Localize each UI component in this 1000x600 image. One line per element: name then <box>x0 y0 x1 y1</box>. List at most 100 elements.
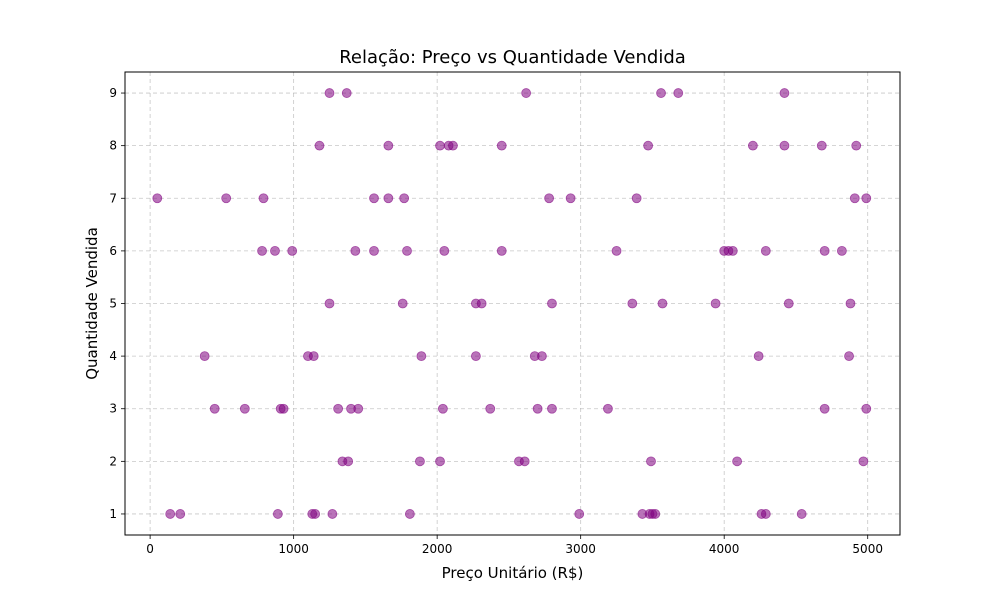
data-point <box>851 140 862 151</box>
data-point <box>819 245 830 256</box>
x-tick-label: 5000 <box>852 542 883 556</box>
data-point <box>258 193 269 204</box>
data-point <box>471 351 481 362</box>
data-point <box>399 193 410 204</box>
data-point <box>353 403 364 414</box>
y-tick-label: 9 <box>109 86 117 100</box>
data-point <box>836 245 847 256</box>
y-tick-label: 2 <box>109 454 117 468</box>
ticks-layer: 0 1000 2000 3000 4000 5000 1 2 3 4 5 6 7 8 9 <box>109 86 883 556</box>
data-point <box>383 193 394 204</box>
data-point <box>448 140 458 151</box>
data-point <box>650 509 661 519</box>
data-point <box>272 509 283 519</box>
data-point <box>532 403 543 414</box>
y-tick-label: 4 <box>109 349 117 363</box>
data-point <box>657 298 668 309</box>
data-point <box>710 298 721 309</box>
data-point <box>844 351 854 362</box>
x-tick-label: 1000 <box>278 542 309 556</box>
data-point <box>404 509 415 519</box>
data-point <box>383 140 394 151</box>
y-tick-label: 6 <box>109 244 117 258</box>
data-point <box>796 509 807 519</box>
data-point <box>496 245 507 256</box>
data-point <box>369 193 379 204</box>
y-tick-label: 3 <box>109 402 117 416</box>
data-point <box>732 456 743 467</box>
data-point <box>221 193 232 204</box>
y-tick-label: 8 <box>109 139 117 153</box>
data-point <box>646 456 656 467</box>
data-point <box>327 509 338 519</box>
data-point <box>199 351 210 362</box>
points-layer <box>152 88 872 519</box>
data-point <box>861 193 872 204</box>
data-point <box>783 298 794 309</box>
chart-title: Relação: Preço vs Quantidade Vendida <box>339 47 686 68</box>
data-point <box>324 298 335 309</box>
data-point <box>333 403 344 414</box>
data-point <box>819 403 830 414</box>
data-point <box>849 193 860 204</box>
data-point <box>350 245 361 256</box>
data-point <box>861 403 872 414</box>
y-axis-label: Quantidade Vendida <box>83 227 101 380</box>
data-point <box>343 456 354 467</box>
data-point <box>845 298 856 309</box>
data-point <box>565 193 576 204</box>
data-point <box>270 245 280 256</box>
x-tick-label: 2000 <box>422 542 453 556</box>
y-tick-label: 1 <box>109 507 117 521</box>
data-point <box>402 245 412 256</box>
data-point <box>415 456 425 467</box>
data-point <box>287 245 298 256</box>
data-point <box>439 245 450 256</box>
data-point <box>416 351 427 362</box>
data-point <box>611 245 622 256</box>
data-point <box>537 351 547 362</box>
data-point <box>760 509 771 519</box>
data-point <box>278 403 289 414</box>
data-point <box>165 509 176 519</box>
data-point <box>397 298 408 309</box>
data-point <box>324 88 335 98</box>
x-tick-label: 3000 <box>565 542 596 556</box>
data-point <box>485 403 496 414</box>
x-tick-label: 4000 <box>709 542 740 556</box>
x-tick-label: 0 <box>146 542 154 556</box>
data-point <box>603 403 613 414</box>
y-tick-label: 7 <box>109 191 117 205</box>
data-point <box>747 140 758 151</box>
data-point <box>547 403 557 414</box>
data-point <box>341 88 352 98</box>
data-point <box>673 88 684 98</box>
x-axis-label: Preço Unitário (R$) <box>442 564 584 582</box>
data-point <box>544 193 554 204</box>
data-point <box>631 193 642 204</box>
data-point <box>310 509 321 519</box>
data-point <box>435 140 445 151</box>
data-point <box>727 245 738 256</box>
data-point <box>858 456 869 467</box>
data-point <box>519 456 530 467</box>
data-point <box>369 245 379 256</box>
data-point <box>496 140 507 151</box>
data-point <box>779 140 790 151</box>
data-point <box>175 509 186 519</box>
data-point <box>152 193 163 204</box>
data-point <box>643 140 654 151</box>
data-point <box>209 403 220 414</box>
data-point <box>547 298 557 309</box>
data-point <box>476 298 487 309</box>
data-point <box>656 88 666 98</box>
data-point <box>257 245 267 256</box>
data-point <box>753 351 764 362</box>
data-point <box>239 403 250 414</box>
data-point <box>574 509 585 519</box>
data-point <box>521 88 532 98</box>
data-point <box>437 403 448 414</box>
data-point <box>314 140 325 151</box>
data-point <box>308 351 319 362</box>
